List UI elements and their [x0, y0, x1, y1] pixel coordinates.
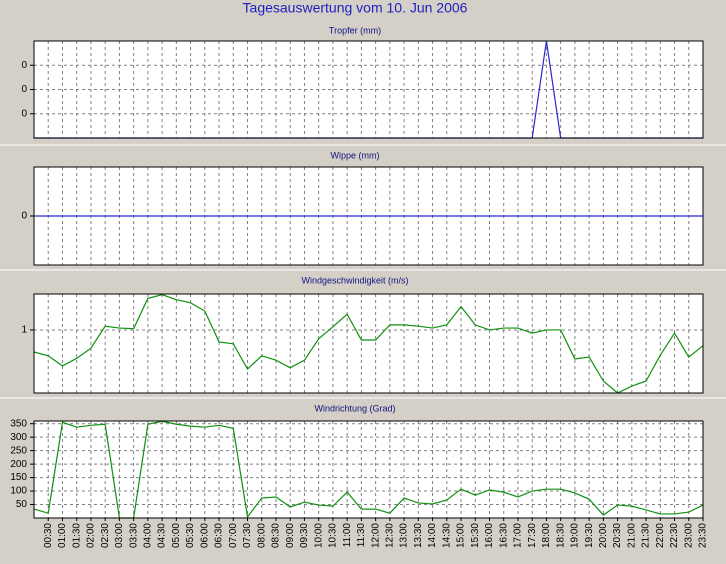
x-tick-label: 19:30	[584, 523, 595, 548]
x-tick-label: 14:00	[427, 523, 438, 548]
x-tick-label: 04:30	[157, 523, 168, 548]
x-tick-label: 10:00	[313, 523, 324, 548]
y-tick-label: 350	[10, 418, 27, 429]
plot-area	[34, 421, 703, 518]
x-tick-label: 07:30	[242, 523, 253, 548]
x-tick-label: 06:00	[199, 523, 210, 548]
x-tick-label: 18:00	[541, 523, 552, 548]
chart-title: Tropfer (mm)	[329, 25, 381, 35]
x-tick-label: 13:00	[399, 523, 410, 548]
x-tick-label: 06:30	[214, 523, 225, 548]
y-tick-label: 1	[21, 325, 27, 336]
x-tick-label: 15:00	[456, 523, 467, 548]
series-line	[33, 294, 704, 394]
x-tick-label: 18:30	[555, 523, 566, 548]
x-tick-label: 01:30	[71, 523, 82, 548]
y-tick-label: 200	[10, 459, 27, 470]
y-tick-label: 0	[21, 211, 27, 222]
x-tick-label: 23:00	[683, 523, 694, 548]
y-tick-label: 0	[21, 60, 27, 71]
y-tick-label: 150	[10, 472, 27, 483]
page-title: Tagesauswertung vom 10. Jun 2006	[243, 0, 468, 16]
y-tick-label: 250	[10, 445, 27, 456]
x-tick-label: 17:30	[527, 523, 538, 548]
x-tick-label: 20:30	[612, 523, 623, 548]
x-tick-label: 09:00	[285, 523, 296, 548]
x-tick-label: 04:00	[143, 523, 154, 548]
x-tick-label: 19:00	[570, 523, 581, 548]
x-tick-label: 16:00	[484, 523, 495, 548]
y-tick-label: 0	[21, 108, 27, 119]
x-tick-label: 02:00	[86, 523, 97, 548]
x-tick-label: 03:00	[114, 523, 125, 548]
x-tick-label: 22:00	[655, 523, 666, 548]
x-tick-label: 10:30	[328, 523, 339, 548]
x-tick-label: 05:00	[171, 523, 182, 548]
plot-area	[34, 41, 703, 138]
x-tick-label: 08:00	[256, 523, 267, 548]
x-tick-label: 23:30	[698, 523, 709, 548]
x-tick-label: 07:00	[228, 523, 239, 548]
plot-frame	[33, 293, 704, 394]
x-tick-label: 21:30	[641, 523, 652, 548]
x-tick-label: 12:30	[384, 523, 395, 548]
x-tick-label: 17:00	[513, 523, 524, 548]
x-tick-label: 03:30	[128, 523, 139, 548]
chart-title: Wippe (mm)	[331, 150, 380, 160]
plot-frame	[33, 40, 704, 139]
chart-title: Windrichtung (Grad)	[314, 403, 395, 413]
x-tick-label: 22:30	[669, 523, 680, 548]
x-tick-label: 13:30	[413, 523, 424, 548]
x-tick-label: 11:00	[342, 523, 353, 548]
x-tick-label: 02:30	[100, 523, 111, 548]
y-tick-label: 100	[10, 486, 27, 497]
chart-title: Windgeschwindigkeit (m/s)	[301, 275, 408, 285]
x-tick-label: 12:00	[370, 523, 381, 548]
series-line	[33, 420, 704, 519]
x-tick-label: 21:00	[626, 523, 637, 548]
x-tick-label: 20:00	[598, 523, 609, 548]
x-tick-label: 16:30	[498, 523, 509, 548]
plot-area	[34, 294, 703, 393]
x-tick-label: 08:30	[271, 523, 282, 548]
plot-frame	[33, 166, 704, 266]
x-tick-label: 01:00	[57, 523, 68, 548]
y-tick-label: 50	[16, 499, 28, 510]
x-tick-label: 05:30	[185, 523, 196, 548]
x-tick-label: 15:30	[470, 523, 481, 548]
x-tick-label: 00:30	[43, 523, 54, 548]
y-tick-label: 0	[21, 84, 27, 95]
x-tick-label: 14:30	[441, 523, 452, 548]
x-tick-label: 09:30	[299, 523, 310, 548]
plot-frame	[33, 420, 704, 519]
y-tick-label: 300	[10, 432, 27, 443]
x-tick-label: 11:30	[356, 523, 367, 548]
